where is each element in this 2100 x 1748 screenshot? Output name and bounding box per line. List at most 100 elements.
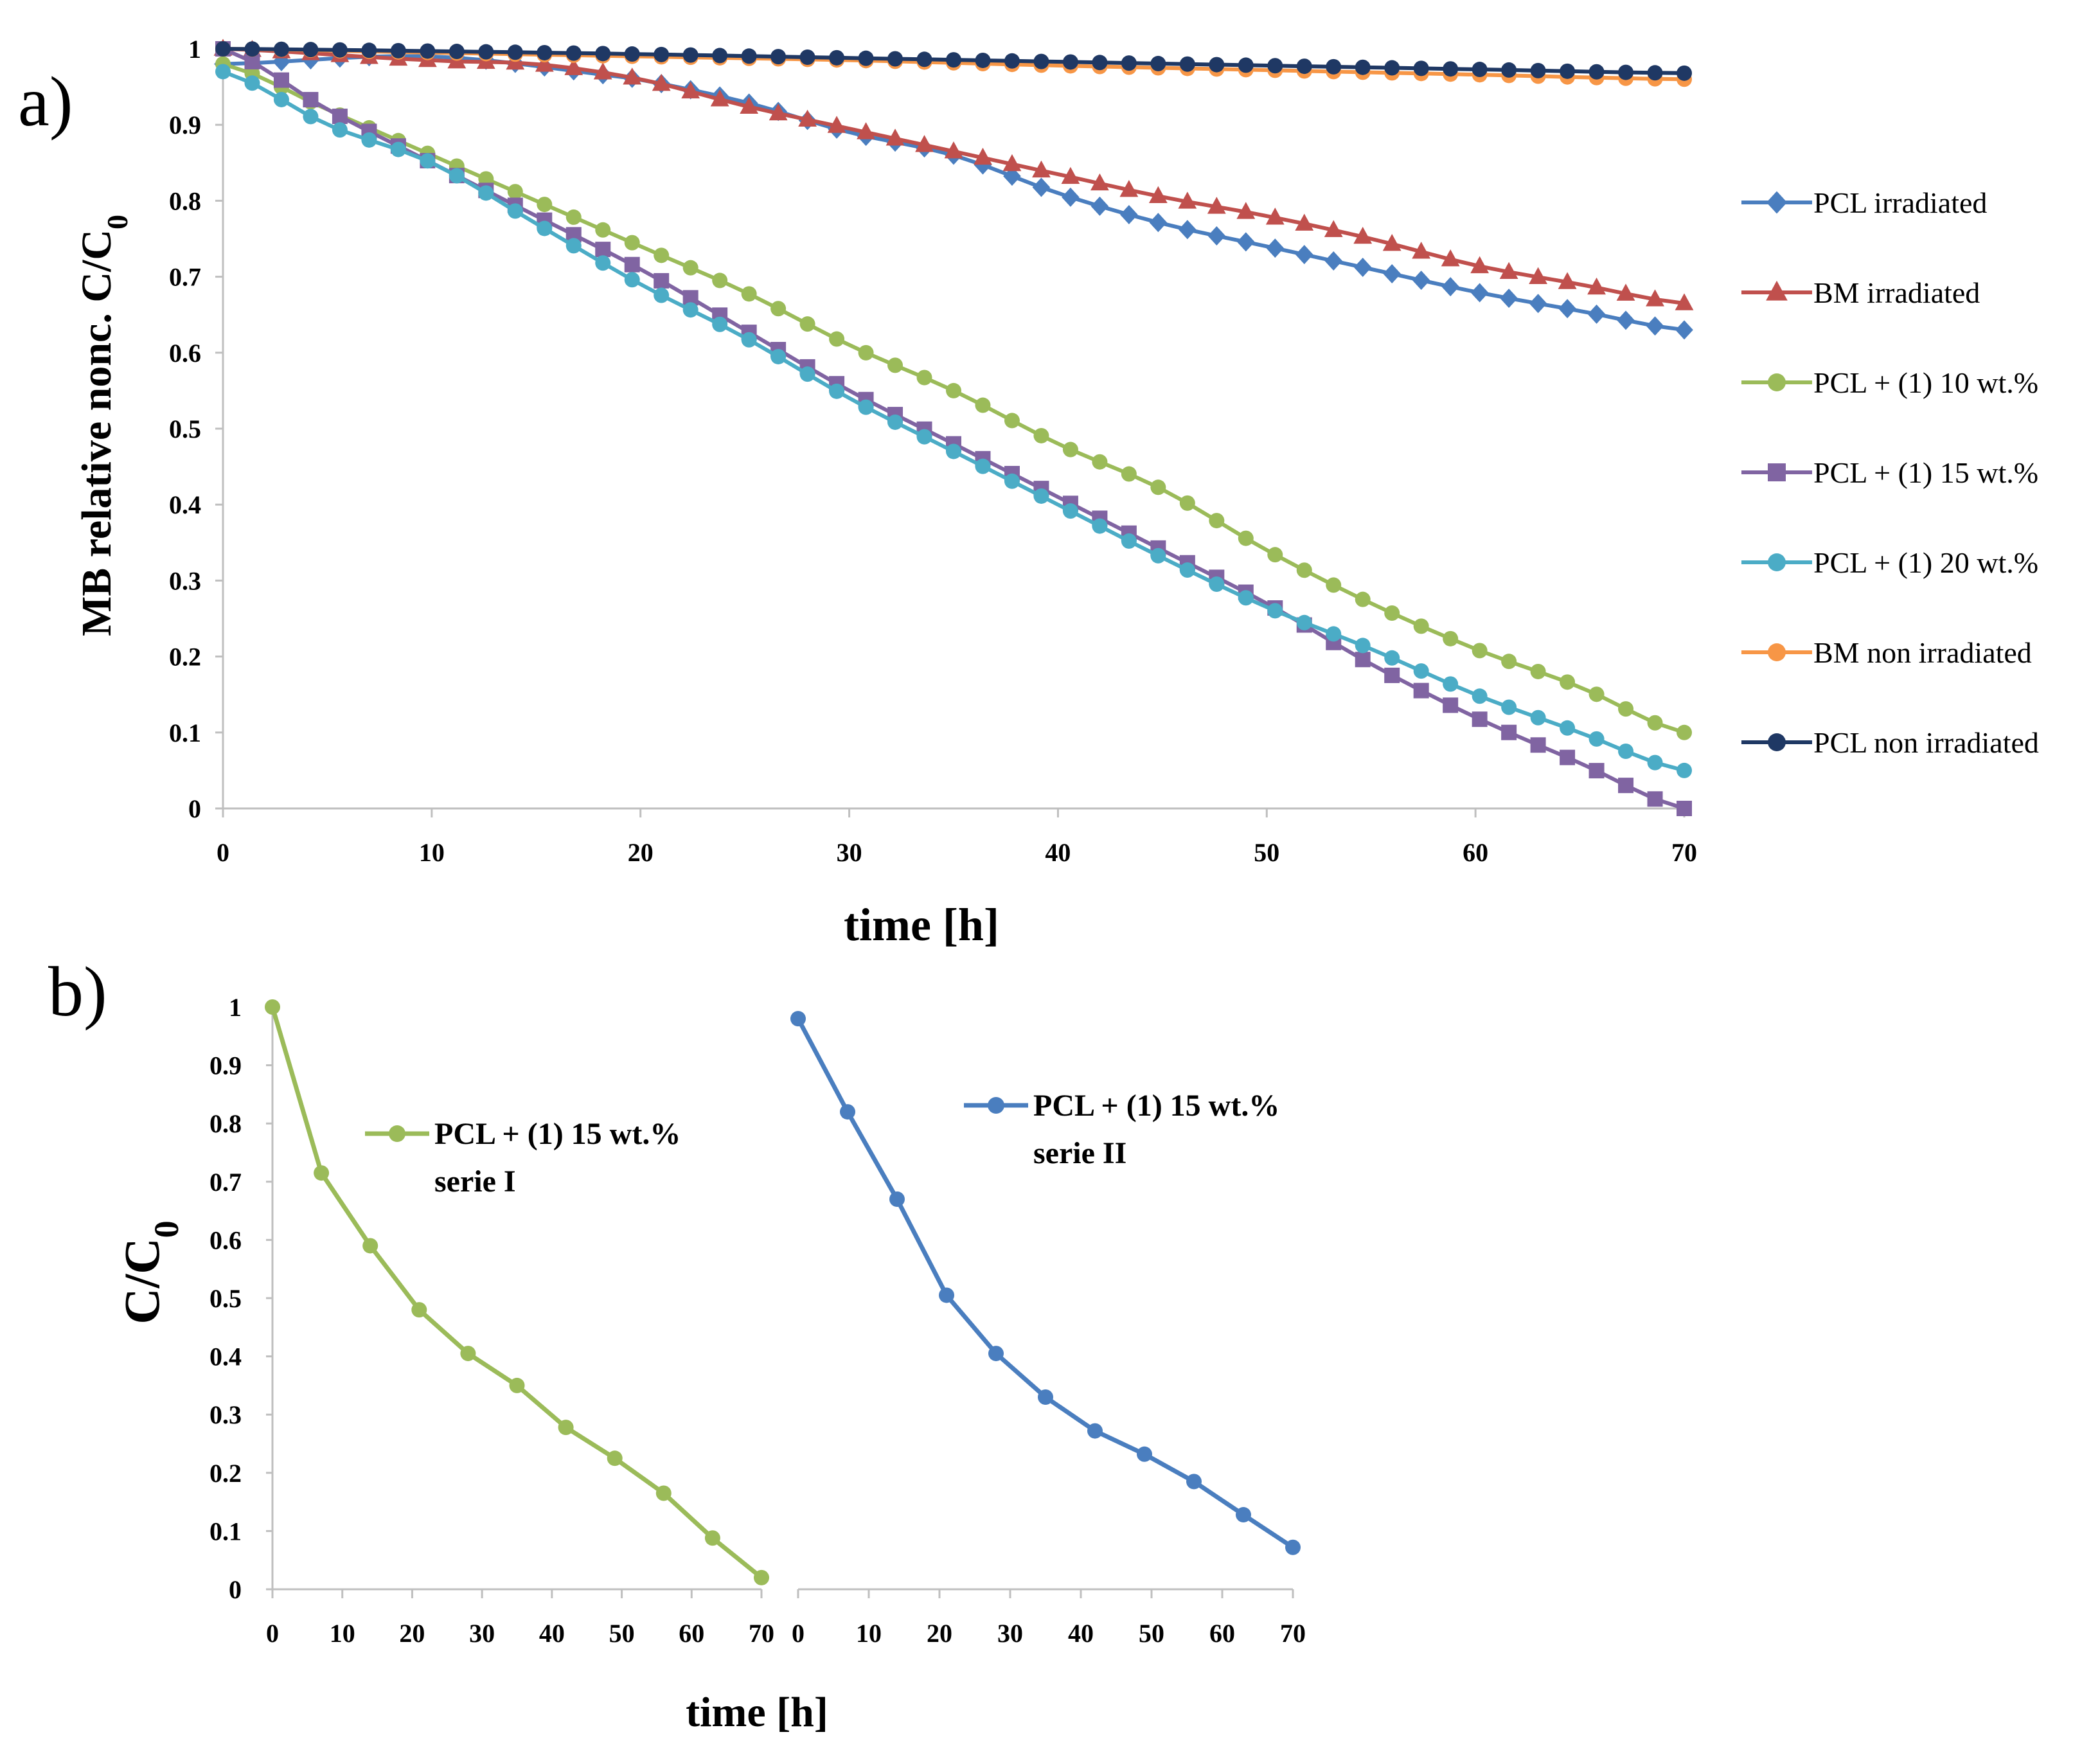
data-point <box>1033 53 1049 69</box>
data-point <box>1032 177 1051 197</box>
data-point <box>244 75 260 91</box>
data-point <box>1647 715 1663 731</box>
data-point <box>1032 160 1051 178</box>
data-point <box>682 260 699 276</box>
data-point <box>1560 63 1576 79</box>
data-point <box>1296 614 1312 630</box>
data-point <box>1295 245 1313 265</box>
data-point <box>974 147 992 165</box>
legend-marker <box>1768 463 1786 481</box>
data-point <box>595 242 611 258</box>
x-tick-label: 30 <box>469 1619 495 1648</box>
data-point <box>607 1450 623 1467</box>
y-tick-label: 0 <box>229 1575 242 1604</box>
data-point <box>799 49 815 65</box>
data-point <box>361 42 377 58</box>
data-point <box>1647 65 1663 81</box>
data-point <box>460 1346 476 1362</box>
data-point <box>1092 518 1108 534</box>
x-tick-label: 40 <box>1045 838 1071 867</box>
data-point <box>1209 513 1225 529</box>
y-tick-label: 0.5 <box>209 1284 242 1313</box>
series-line <box>222 69 1685 772</box>
data-point <box>624 272 640 288</box>
data-point <box>654 46 670 62</box>
legend-label: PCL + (1) 10 wt.% <box>1813 366 2038 399</box>
x-tick-label: 60 <box>1209 1619 1235 1648</box>
data-point <box>682 302 699 318</box>
chart-a: a)00.10.20.30.40.50.60.70.80.910 10 20 30 40… <box>18 35 2039 950</box>
data-point <box>1587 277 1606 295</box>
legend-marker <box>1768 553 1786 571</box>
data-point <box>1675 293 1694 310</box>
data-point <box>1295 213 1314 231</box>
x-tick-label: 0 <box>266 1619 279 1648</box>
data-point <box>273 91 289 107</box>
data-point <box>1267 603 1283 619</box>
data-point <box>1137 1446 1152 1462</box>
data-point <box>1265 208 1285 225</box>
data-point <box>1120 205 1138 225</box>
data-point <box>390 42 406 58</box>
data-point <box>1558 299 1576 319</box>
legend-label: PCL + (1) 15 wt.% <box>1033 1089 1279 1123</box>
data-point <box>507 184 523 200</box>
data-point <box>1618 744 1634 760</box>
data-point <box>704 1530 720 1546</box>
data-point <box>754 1569 769 1585</box>
legend-label-line2: serie I <box>434 1164 516 1199</box>
data-point <box>1002 154 1022 172</box>
data-point <box>1499 262 1518 280</box>
data-point <box>740 96 759 114</box>
data-point <box>1677 801 1692 816</box>
data-point <box>1384 60 1400 76</box>
data-point <box>314 1165 330 1181</box>
data-point <box>1207 226 1226 246</box>
y-tick-label: 0.3 <box>169 566 201 595</box>
data-point <box>565 238 582 254</box>
data-point <box>1004 53 1020 69</box>
data-point <box>654 247 670 263</box>
x-tick-label: 10 <box>419 838 445 867</box>
data-point <box>390 141 406 157</box>
data-point <box>1353 257 1372 277</box>
data-point <box>975 52 991 68</box>
legend-marker <box>1768 733 1786 751</box>
data-point <box>916 370 932 386</box>
data-point <box>1413 60 1429 76</box>
data-point <box>565 45 582 61</box>
data-point <box>478 44 494 60</box>
y-tick-label: 0.2 <box>209 1459 242 1488</box>
data-point <box>1588 686 1605 702</box>
legend-item: PCL + (1) 15 wt.% <box>1741 456 2038 489</box>
data-point <box>1560 674 1576 690</box>
data-point <box>1061 166 1080 184</box>
data-point <box>1441 277 1459 297</box>
x-tick-label: 10 <box>856 1619 882 1648</box>
data-point <box>944 141 963 159</box>
data-point <box>712 48 728 64</box>
data-point <box>1355 591 1371 607</box>
panel-label-b: b) <box>48 952 107 1031</box>
data-point <box>1616 283 1635 301</box>
data-point <box>265 999 280 1015</box>
data-point <box>1383 263 1401 283</box>
x-tick-label: 60 <box>1463 838 1488 867</box>
legend-marker <box>1766 280 1788 301</box>
data-point <box>593 62 612 80</box>
data-point <box>1443 697 1459 713</box>
data-point <box>770 49 787 65</box>
data-point <box>1119 179 1139 197</box>
data-point <box>1326 626 1342 642</box>
data-point <box>1384 667 1400 683</box>
data-point <box>1618 778 1634 794</box>
data-point <box>1618 701 1634 717</box>
data-point <box>1062 187 1080 207</box>
data-point <box>1500 289 1518 308</box>
series-line <box>222 54 1685 332</box>
data-point <box>1062 503 1078 519</box>
data-point <box>411 1302 427 1318</box>
data-point <box>273 72 289 88</box>
data-point <box>215 41 231 57</box>
